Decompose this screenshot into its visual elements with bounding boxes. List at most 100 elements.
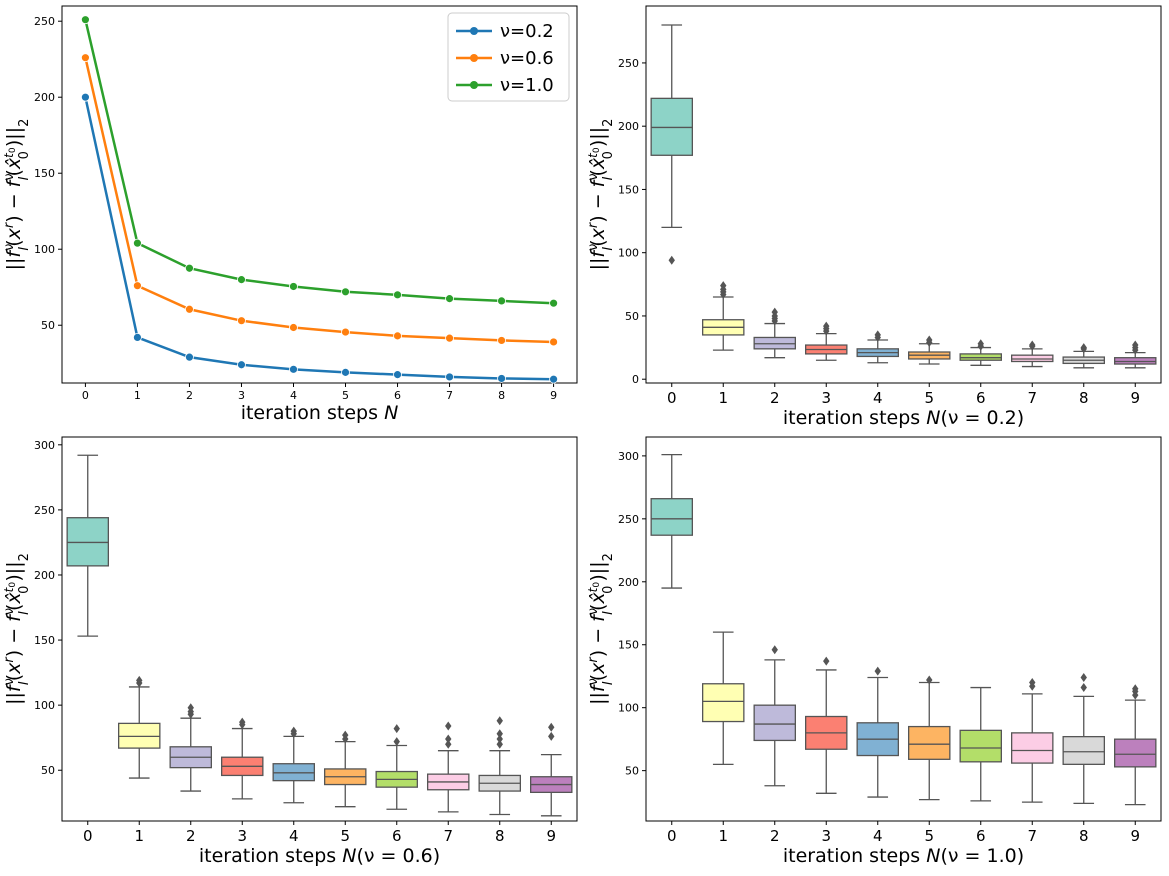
x-label-text: iteration steps bbox=[783, 845, 926, 867]
box-iqr bbox=[66, 517, 110, 567]
y-label-part: t bbox=[2, 152, 16, 158]
y-label-part: 0 bbox=[601, 586, 616, 594]
y-label-part: r bbox=[2, 656, 17, 663]
box-1 bbox=[702, 631, 745, 765]
x-tick-label: 5 bbox=[924, 827, 934, 845]
y-label-part: r bbox=[2, 221, 17, 228]
box-0 bbox=[650, 24, 694, 265]
outlier-point bbox=[496, 729, 503, 739]
data-point bbox=[185, 304, 194, 314]
box-6 bbox=[959, 339, 1003, 366]
box-0 bbox=[66, 454, 110, 637]
y-label-part: ν bbox=[2, 173, 17, 180]
y-label-part: || bbox=[3, 258, 25, 271]
x-tick-label: 5 bbox=[340, 827, 350, 845]
box-2 bbox=[753, 645, 797, 787]
outlier-point bbox=[823, 321, 830, 331]
x-tick-label: 5 bbox=[924, 389, 934, 407]
outlier-point bbox=[548, 731, 555, 741]
y-label-part: 0 bbox=[17, 151, 32, 159]
data-point bbox=[81, 53, 90, 63]
y-label-part: || bbox=[587, 258, 609, 271]
box-2 bbox=[169, 703, 212, 792]
x-tick-label: 7 bbox=[1027, 389, 1037, 407]
y-tick-label: 50 bbox=[41, 319, 55, 332]
y-label-part: x bbox=[587, 227, 609, 240]
outlier-point bbox=[1080, 672, 1087, 682]
box-iqr bbox=[753, 704, 797, 742]
legend-box bbox=[447, 12, 570, 102]
data-point bbox=[497, 336, 506, 345]
y-label-part: ν bbox=[586, 173, 601, 180]
data-point bbox=[549, 374, 558, 384]
y-tick-label: 300 bbox=[34, 439, 55, 452]
y-tick-label: 150 bbox=[618, 639, 639, 652]
box-1 bbox=[702, 281, 745, 351]
y-label-part: f bbox=[587, 248, 609, 258]
y-label-part: f bbox=[3, 682, 25, 692]
data-point bbox=[237, 275, 246, 285]
x-axis-label: iteration steps N(ν = 0.6) bbox=[199, 845, 440, 867]
y-label-part: ( bbox=[587, 239, 609, 246]
y-label-part: ν bbox=[586, 608, 601, 615]
x-label-var: N bbox=[384, 402, 398, 424]
outlier-point bbox=[496, 734, 503, 744]
y-label-part: I bbox=[601, 176, 616, 180]
data-point bbox=[185, 263, 194, 273]
outlier-point bbox=[1029, 340, 1036, 350]
legend-swatch-marker bbox=[470, 54, 478, 62]
box-iqr bbox=[959, 729, 1003, 763]
box-5 bbox=[908, 335, 951, 365]
box-5 bbox=[908, 675, 951, 801]
x-tick-label: 0 bbox=[82, 389, 89, 402]
box-4 bbox=[856, 330, 900, 364]
y-label-part: 2 bbox=[601, 119, 616, 127]
y-label-part: || bbox=[3, 692, 25, 705]
x-label-text: iteration steps bbox=[241, 402, 384, 424]
y-axis-label: ||fνI(xr) − fνI(x̂t00)||2 bbox=[2, 119, 32, 271]
box-iqr bbox=[1011, 732, 1054, 764]
x-tick-label: 4 bbox=[873, 389, 883, 407]
x-tick-label: 1 bbox=[134, 389, 141, 402]
box-3 bbox=[805, 321, 848, 361]
x-tick-label: 6 bbox=[976, 827, 986, 845]
box-0 bbox=[650, 453, 694, 589]
outlier-point bbox=[496, 739, 503, 749]
y-axis-label: ||fνI(xr) − fνI(x̂t00)||2 bbox=[586, 553, 616, 705]
y-label-part: )|| bbox=[3, 561, 25, 581]
box-7 bbox=[426, 721, 470, 813]
box-2 bbox=[753, 307, 797, 359]
y-label-part: x bbox=[587, 662, 609, 675]
y-label-part: ( bbox=[587, 169, 609, 176]
box-iqr bbox=[702, 683, 745, 723]
y-label-part: ) − bbox=[3, 622, 25, 657]
box-4 bbox=[272, 726, 315, 804]
outlier-point bbox=[1080, 343, 1087, 353]
outlier-point bbox=[393, 737, 400, 747]
x-tick-label: 9 bbox=[1130, 827, 1140, 845]
legend-swatch-marker bbox=[470, 27, 478, 35]
y-label-part: ν bbox=[586, 678, 601, 685]
x-tick-label: 8 bbox=[1079, 389, 1089, 407]
box-7 bbox=[1011, 340, 1054, 368]
y-label-part: ( bbox=[3, 169, 25, 176]
data-point bbox=[497, 296, 506, 306]
outlier-point bbox=[823, 656, 830, 666]
y-label-part: I bbox=[17, 611, 32, 615]
y-label-part: t bbox=[2, 586, 16, 592]
x-tick-label: 0 bbox=[667, 827, 677, 845]
outlier-point bbox=[393, 724, 400, 734]
data-point bbox=[497, 374, 506, 383]
box-iqr bbox=[272, 763, 315, 782]
legend-swatch-marker bbox=[470, 81, 478, 89]
x-tick-label: 9 bbox=[1130, 389, 1140, 407]
outlier-point bbox=[771, 645, 778, 655]
box-6 bbox=[375, 724, 418, 810]
y-tick-label: 100 bbox=[618, 247, 639, 260]
x-tick-label: 2 bbox=[186, 389, 193, 402]
y-label-part: f bbox=[3, 612, 25, 622]
x-tick-label: 6 bbox=[394, 389, 401, 402]
